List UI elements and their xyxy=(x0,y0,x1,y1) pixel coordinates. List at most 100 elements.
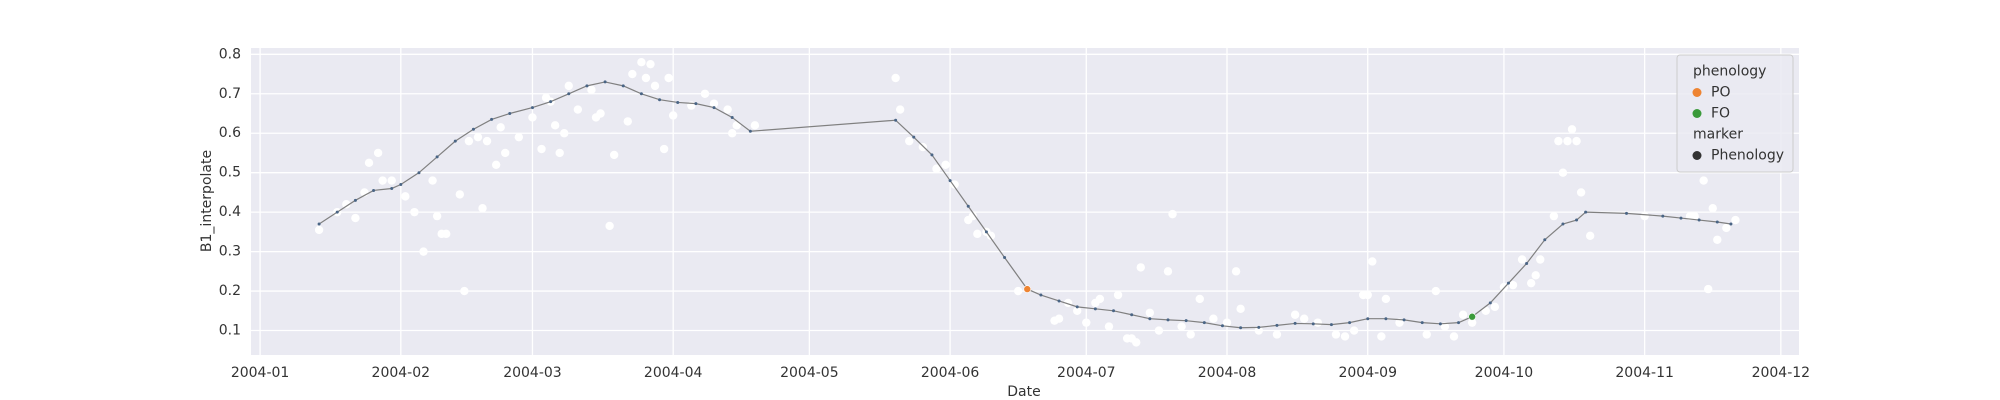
raw-point xyxy=(1567,125,1577,134)
legend: phenology PO FO marker Phenology xyxy=(1676,54,1794,173)
raw-point xyxy=(1640,211,1649,221)
line-marker xyxy=(1457,321,1461,325)
raw-point xyxy=(650,81,660,91)
raw-point xyxy=(501,148,510,158)
raw-point xyxy=(1082,318,1091,327)
raw-point xyxy=(1517,255,1527,264)
raw-point xyxy=(1449,332,1459,341)
raw-point xyxy=(442,229,451,239)
line-marker xyxy=(1584,210,1588,214)
raw-point xyxy=(1231,267,1241,276)
raw-point xyxy=(668,111,678,120)
raw-point xyxy=(1490,302,1500,312)
raw-point xyxy=(1073,306,1082,316)
raw-point xyxy=(1467,318,1477,327)
raw-point xyxy=(1299,314,1309,323)
raw-point xyxy=(1708,204,1717,213)
raw-point xyxy=(700,89,710,98)
raw-point xyxy=(1731,215,1740,225)
raw-point xyxy=(1508,280,1518,290)
line-marker xyxy=(1697,218,1701,222)
x-tick-label: 2004-07 xyxy=(1057,365,1116,381)
raw-point xyxy=(432,211,442,221)
raw-point xyxy=(1554,136,1563,146)
line-marker xyxy=(372,188,376,192)
raw-point xyxy=(1690,211,1699,221)
raw-point xyxy=(1536,255,1545,264)
line-marker xyxy=(1624,211,1628,215)
x-axis-label: Date xyxy=(1007,384,1040,400)
line-marker xyxy=(1130,313,1134,317)
raw-point xyxy=(428,176,437,185)
raw-point xyxy=(596,109,605,118)
line-marker xyxy=(1039,293,1043,297)
raw-point xyxy=(537,144,546,154)
line-marker xyxy=(435,155,439,159)
line-marker xyxy=(984,230,988,234)
raw-point xyxy=(1458,310,1468,319)
raw-point xyxy=(1136,263,1145,272)
raw-point xyxy=(1395,318,1404,327)
line-marker xyxy=(930,153,934,157)
y-axis-label: B1_interpolate xyxy=(199,150,215,252)
raw-point xyxy=(609,150,619,160)
raw-point xyxy=(950,180,959,189)
line-marker xyxy=(471,127,475,131)
line-marker xyxy=(1075,305,1079,309)
raw-point xyxy=(973,229,982,239)
raw-point xyxy=(968,211,977,221)
x-tick-label: 2004-11 xyxy=(1615,365,1674,381)
phenology-point xyxy=(1468,312,1476,321)
line-marker xyxy=(1202,321,1206,325)
raw-point xyxy=(1713,235,1722,244)
raw-point xyxy=(482,136,492,146)
line-marker xyxy=(966,204,970,208)
y-tick-label: 0.7 xyxy=(219,86,241,102)
line-marker xyxy=(353,198,357,202)
raw-point xyxy=(646,59,655,69)
raw-point xyxy=(1145,308,1155,317)
raw-point xyxy=(473,132,483,142)
line-marker xyxy=(621,84,625,88)
line-marker xyxy=(912,135,916,139)
raw-point xyxy=(464,136,474,146)
line-marker xyxy=(1506,281,1510,285)
line-marker xyxy=(530,106,534,110)
line-marker xyxy=(1293,321,1297,325)
line-marker xyxy=(1329,323,1333,327)
legend-label: FO xyxy=(1711,106,1730,122)
line-marker xyxy=(1257,325,1261,329)
raw-point xyxy=(587,85,596,95)
line-marker xyxy=(1420,321,1424,325)
line-marker xyxy=(894,118,898,122)
line-marker xyxy=(1402,318,1406,322)
line-marker xyxy=(1112,309,1116,313)
legend-swatch xyxy=(1692,109,1702,118)
phenology-point xyxy=(1023,285,1032,293)
raw-point xyxy=(918,142,928,152)
raw-point xyxy=(623,117,632,126)
raw-point xyxy=(932,164,941,173)
x-tick-label: 2004-04 xyxy=(644,365,703,381)
y-tick-label: 0.3 xyxy=(219,244,241,260)
raw-point xyxy=(941,160,950,170)
raw-point xyxy=(314,225,324,235)
line-marker xyxy=(948,179,952,183)
raw-point xyxy=(550,121,560,130)
raw-point xyxy=(1440,322,1450,331)
raw-point xyxy=(986,231,996,241)
line-marker xyxy=(317,222,321,226)
x-tick-label: 2004-09 xyxy=(1338,365,1397,381)
x-tick-label: 2004-05 xyxy=(780,365,839,381)
x-tick-label: 2004-10 xyxy=(1475,365,1534,381)
raw-point xyxy=(1572,136,1581,146)
x-tick-label: 2004-03 xyxy=(503,365,562,381)
raw-point xyxy=(1431,286,1441,296)
legend-title: marker xyxy=(1693,127,1743,143)
line-marker xyxy=(658,98,662,102)
x-tick-label: 2004-08 xyxy=(1198,365,1257,381)
raw-point xyxy=(709,99,719,108)
line-marker xyxy=(1384,317,1388,321)
y-tick-label: 0.4 xyxy=(219,204,241,220)
